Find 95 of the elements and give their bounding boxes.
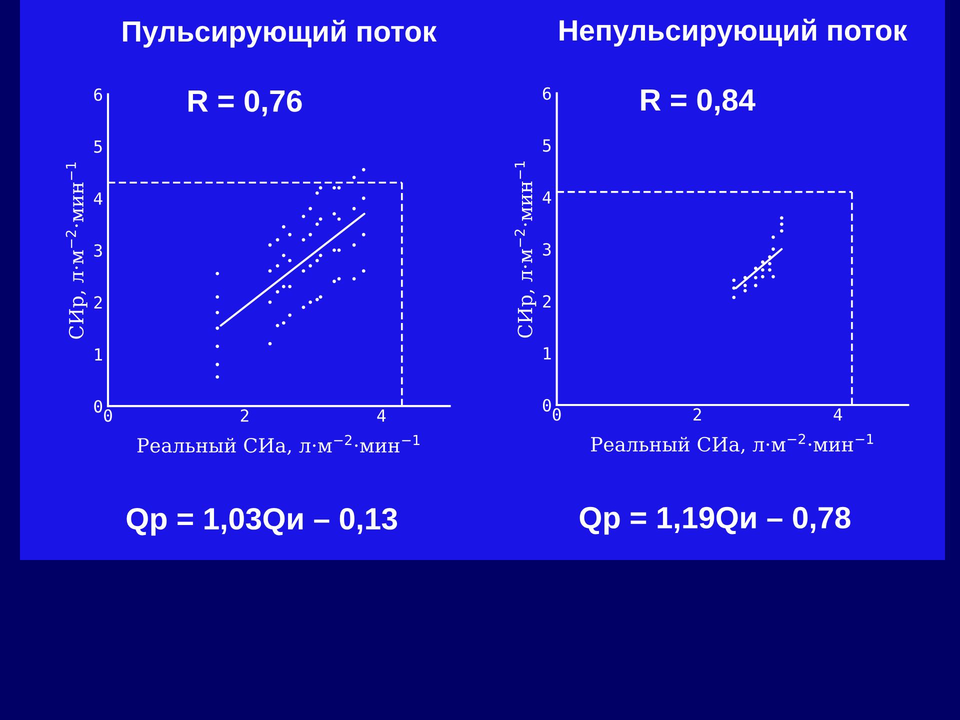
point [308,232,312,236]
point [760,260,764,264]
y-tick-label: 1 [544,347,551,360]
chart-title: Пульсирующий поток [123,20,437,48]
point [754,276,758,280]
point [318,254,322,258]
point [308,206,312,210]
text: Qp = 1,03Qи – 0,13 [126,508,398,536]
point [276,290,280,294]
point [772,274,775,278]
chart-title: Непульсирующий поток [560,18,908,47]
point [276,264,280,268]
y-tick-label: 2 [543,295,551,308]
text: Qp = 1,19Qи – 0,78 [580,506,850,535]
point [732,296,736,300]
y-tick-label: 5 [543,139,551,152]
point [318,186,322,190]
y-tick-label: 3 [94,244,102,257]
y-tick-label: 2 [94,296,102,309]
point [308,264,312,268]
y-axis-title: СИр, л·м$^{−2}$·мин$^{−1}$ [514,161,536,338]
point [276,238,280,242]
point [282,284,286,288]
point [768,268,772,272]
point [288,258,292,262]
point [352,176,356,180]
point [743,284,747,288]
point [282,225,286,229]
point [732,278,736,282]
point [780,229,784,233]
x-tick-label: 4 [377,409,386,422]
point [362,269,366,273]
point [315,298,319,302]
point [216,295,220,299]
point [315,191,319,195]
x-tick-label: 0 [104,409,112,422]
y-tick-label: 5 [94,140,102,153]
point [216,362,220,366]
y-axis-title: СИр, л·м$^{−2}$·мин$^{−1}$ [66,162,88,339]
point [288,232,292,236]
point [768,262,772,266]
point [362,196,366,200]
point [332,212,336,216]
point [315,258,319,262]
point [216,310,220,314]
y-tick-label: 0 [542,399,551,412]
point [216,272,220,276]
point [268,300,272,304]
y-tick-label: 1 [95,348,102,360]
point [308,300,312,304]
point [282,321,286,325]
point [772,247,775,251]
point [288,313,292,317]
point [754,284,758,288]
point [780,222,784,226]
point [216,344,220,348]
point [282,254,286,258]
y-tick-label: 4 [94,192,102,205]
point [743,288,747,292]
point [332,186,336,190]
point [315,222,319,226]
point [302,306,306,310]
point [337,277,341,280]
point [772,235,775,239]
annotation: R = 0,76 [188,90,302,116]
x-tick-label: 2 [240,409,248,422]
x-tick-label: 2 [694,408,701,421]
x-axis-title: Реальный СИа, л·м$^{−2}$·мин$^{−1}$ [137,434,420,456]
point [362,232,366,236]
point [732,286,736,290]
y-tick-label: 4 [542,191,552,204]
point [760,268,764,272]
point [302,238,306,242]
point [332,280,336,284]
point [216,326,220,330]
point [780,216,784,220]
point [352,206,356,210]
point [337,186,341,190]
x-tick-label: 4 [834,408,842,421]
x-axis-title: Реальный СИа, л·м$^{−2}$·мин$^{−1}$ [591,434,874,454]
point [216,375,220,379]
point [318,295,322,299]
y-tick-label: 0 [94,400,102,413]
y-tick-label: 6 [94,88,102,101]
annotation: R = 0,84 [641,89,756,116]
point [352,277,356,280]
point [268,342,272,346]
y-tick-label: 3 [543,243,551,256]
point [288,284,292,288]
point [362,168,366,172]
point [332,248,336,252]
y-tick-label: 6 [542,87,551,100]
point [337,248,341,252]
point [760,274,764,278]
x-tick-label: 0 [552,408,561,421]
